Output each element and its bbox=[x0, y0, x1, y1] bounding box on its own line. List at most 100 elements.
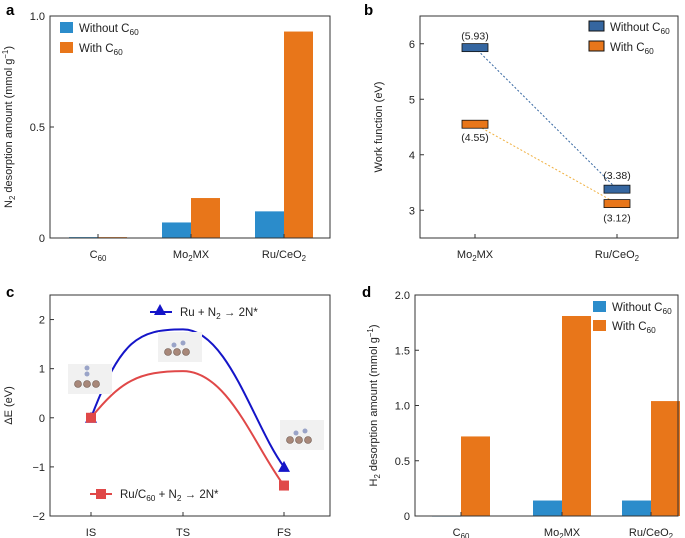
y-axis-label-b: Work function (eV) bbox=[373, 82, 385, 173]
legend-marker-c-ruc60 bbox=[96, 489, 106, 499]
molecule-ts-icon-atom bbox=[173, 348, 181, 356]
legend-label-b-without: Without C60 bbox=[610, 22, 670, 36]
y-tick-label-b: 3 bbox=[409, 205, 415, 217]
x-tick-label-c: IS bbox=[86, 527, 96, 538]
bar-d-with-2 bbox=[651, 401, 680, 516]
y-tick-label-d: 1.0 bbox=[395, 401, 410, 413]
level-marker-b-0-1 bbox=[603, 184, 631, 194]
molecule-ts-icon bbox=[158, 332, 202, 362]
molecule-fs-icon-n-atom bbox=[302, 428, 308, 434]
y-tick-label-a: 0 bbox=[39, 233, 45, 245]
molecule-is-icon-atom bbox=[74, 380, 82, 388]
x-tick-label-d: Mo2MX bbox=[544, 527, 581, 538]
x-tick-label-a: Ru/CeO2 bbox=[262, 249, 306, 263]
bar-d-with-0 bbox=[461, 436, 490, 516]
marker-c-ru-fs bbox=[278, 460, 290, 472]
y-tick-label-d: 0.5 bbox=[395, 456, 410, 468]
legend-swatch-d-with bbox=[593, 320, 606, 331]
molecule-fs-icon-atom bbox=[304, 436, 312, 444]
y-tick-label-c: 2 bbox=[39, 315, 45, 327]
molecule-is-icon-atom bbox=[92, 380, 100, 388]
panel-letter-b: b bbox=[364, 2, 373, 19]
marker-c-ruc60-fs bbox=[279, 480, 289, 491]
y-tick-label-c: −2 bbox=[32, 511, 45, 523]
bar-a-with-2 bbox=[284, 31, 313, 239]
y-tick-label-d: 1.5 bbox=[395, 345, 410, 357]
connector-line-b-0 bbox=[474, 47, 618, 190]
energy-curve-c-1 bbox=[90, 370, 285, 487]
connector-line-b-1 bbox=[474, 123, 618, 205]
bar-d-without-1 bbox=[533, 500, 562, 516]
y-tick-label-a: 1.0 bbox=[30, 11, 45, 23]
plot-frame-c bbox=[49, 294, 331, 517]
legend-label-a-with: With C60 bbox=[79, 43, 123, 57]
panel-letter-d: d bbox=[362, 284, 371, 301]
molecule-is-icon-n-atom bbox=[84, 365, 90, 371]
molecule-ts-icon-n-atom bbox=[180, 340, 186, 346]
x-tick-label-b: Ru/CeO2 bbox=[595, 249, 639, 263]
legend-marker-c-ru bbox=[154, 304, 166, 315]
y-tick-label-c: 1 bbox=[39, 364, 45, 376]
y-axis-label-d: H2 desorption amount (mmol g−1) bbox=[366, 325, 382, 487]
legend-swatch-b-without bbox=[588, 20, 605, 32]
y-tick-label-d: 0 bbox=[404, 511, 410, 523]
molecule-ts-icon-atom bbox=[182, 348, 190, 356]
marker-c-ruc60-is bbox=[86, 412, 96, 423]
x-tick-label-c: FS bbox=[277, 527, 291, 538]
bar-d-with-1 bbox=[562, 315, 591, 516]
level-marker-b-0-0 bbox=[461, 43, 489, 53]
molecule-fs-icon-n-atom bbox=[293, 430, 299, 436]
legend-label-d-with: With C60 bbox=[612, 321, 656, 335]
y-tick-label-b: 5 bbox=[409, 94, 415, 106]
y-tick-label-d: 2.0 bbox=[395, 290, 410, 302]
y-axis-label-a: N2 desorption amount (mmol g−1) bbox=[1, 46, 17, 208]
level-marker-b-1-0 bbox=[461, 119, 489, 129]
value-label-b: (5.93) bbox=[461, 31, 488, 43]
legend-label-d-without: Without C60 bbox=[612, 302, 672, 316]
legend-label-a-without: Without C60 bbox=[79, 23, 139, 37]
molecule-fs-icon bbox=[280, 420, 324, 450]
x-tick-label-c: TS bbox=[176, 527, 190, 538]
x-tick-label-a: Mo2MX bbox=[173, 249, 210, 263]
panel-letter-a: a bbox=[6, 2, 15, 19]
level-marker-b-1-1 bbox=[603, 199, 631, 208]
bar-a-without-1 bbox=[162, 222, 191, 238]
x-tick-label-a: C60 bbox=[90, 249, 107, 263]
molecule-is-icon-n-atom bbox=[84, 371, 90, 377]
legend-label-b-with: With C60 bbox=[610, 42, 654, 56]
y-tick-label-a: 0.5 bbox=[30, 122, 45, 134]
legend-swatch-a-with bbox=[60, 42, 73, 53]
molecule-fs-icon-bg bbox=[280, 420, 324, 450]
bar-a-without-2 bbox=[255, 211, 284, 238]
value-label-b: (4.55) bbox=[461, 132, 488, 144]
legend-label-c-ru: Ru + N2 → 2N* bbox=[180, 307, 258, 321]
y-tick-label-c: 0 bbox=[39, 413, 45, 425]
x-tick-label-d: Ru/CeO2 bbox=[629, 527, 673, 538]
bar-a-with-1 bbox=[191, 198, 220, 238]
molecule-ts-icon-atom bbox=[164, 348, 172, 356]
legend-swatch-d-without bbox=[593, 301, 606, 312]
legend-label-c-ruc60: Ru/C60 + N2 → 2N* bbox=[120, 489, 219, 503]
molecule-ts-icon-bg bbox=[158, 332, 202, 362]
molecule-fs-icon-atom bbox=[295, 436, 303, 444]
x-tick-label-d: C60 bbox=[453, 527, 470, 538]
legend-swatch-a-without bbox=[60, 22, 73, 33]
panel-letter-c: c bbox=[6, 284, 14, 301]
molecule-is-icon-bg bbox=[68, 364, 112, 394]
y-axis-label-c: ΔE (eV) bbox=[3, 386, 15, 425]
value-label-b: (3.38) bbox=[603, 170, 630, 182]
y-tick-label-b: 4 bbox=[409, 150, 415, 162]
molecule-is-icon-atom bbox=[83, 380, 91, 388]
molecule-is-icon bbox=[68, 364, 112, 394]
legend-swatch-b-with bbox=[588, 40, 605, 52]
y-tick-label-c: −1 bbox=[32, 462, 45, 474]
y-tick-label-b: 6 bbox=[409, 39, 415, 51]
energy-curve-c-0 bbox=[90, 328, 285, 468]
x-tick-label-b: Mo2MX bbox=[457, 249, 494, 263]
molecule-ts-icon-n-atom bbox=[171, 342, 177, 348]
bar-d-without-2 bbox=[622, 500, 651, 516]
plot-frame-b bbox=[419, 15, 679, 239]
value-label-b: (3.12) bbox=[603, 213, 630, 225]
molecule-fs-icon-atom bbox=[286, 436, 294, 444]
